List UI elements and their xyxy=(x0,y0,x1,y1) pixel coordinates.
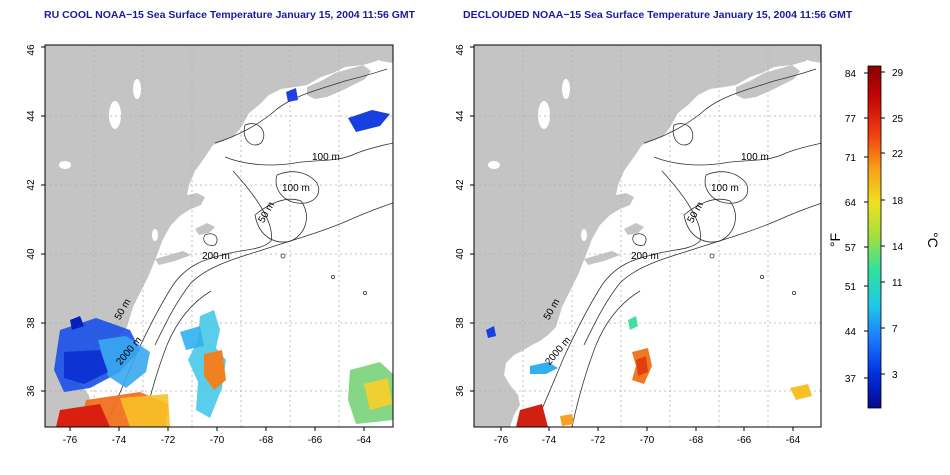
colorbar-f-label: °F xyxy=(827,233,843,247)
x-tick-right: -68 xyxy=(689,435,704,446)
colorbar-c-tick: 18 xyxy=(892,196,904,207)
x-tick-left: -66 xyxy=(308,435,323,446)
contour-label-100m-a: 100 m xyxy=(312,152,340,163)
x-tick-left: -74 xyxy=(112,435,127,446)
sst-patches-left xyxy=(54,88,393,427)
x-axis-right: -76 -74 -72 -70 -68 -66 -64 xyxy=(494,427,801,446)
x-tick-left: -72 xyxy=(161,435,176,446)
x-tick-right: -74 xyxy=(542,435,557,446)
y-tick-right: 42 xyxy=(455,179,466,191)
x-tick-left: -70 xyxy=(210,435,225,446)
y-tick-left: 38 xyxy=(26,317,37,329)
y-tick-left: 46 xyxy=(26,44,37,56)
x-axis-left: -76 -74 -72 -70 -68 -66 -64 xyxy=(63,427,372,446)
colorbar-f-tick: 57 xyxy=(845,243,857,254)
colorbar-c-tick: 7 xyxy=(892,324,898,335)
colorbar-c-ticks: 29 25 22 18 14 11 7 3 xyxy=(881,68,904,381)
contour-label-100m-b: 100 m xyxy=(711,183,739,194)
colorbar-f-tick: 37 xyxy=(845,374,857,385)
x-tick-right: -66 xyxy=(737,435,752,446)
colorbar-c-tick: 3 xyxy=(892,370,898,381)
contour-label-200m: 200 m xyxy=(202,251,230,262)
colorbar-f-tick: 71 xyxy=(845,153,857,164)
map-title-left: RU COOL NOAA−15 Sea Surface Temperature … xyxy=(44,9,416,21)
y-tick-right: 44 xyxy=(455,110,466,122)
colorbar-f-ticks: 84 77 71 64 57 51 44 37 xyxy=(845,69,868,385)
x-tick-right: -70 xyxy=(640,435,655,446)
contour-label-100m-a: 100 m xyxy=(741,152,769,163)
x-tick-right: -64 xyxy=(786,435,801,446)
y-tick-left: 36 xyxy=(26,385,37,397)
colorbar-f-tick: 44 xyxy=(845,327,857,338)
x-tick-right: -72 xyxy=(591,435,606,446)
x-tick-left: -76 xyxy=(63,435,78,446)
colorbar-f-tick: 77 xyxy=(845,114,857,125)
y-tick-right: 36 xyxy=(455,385,466,397)
colorbar-c-label: °C xyxy=(925,232,941,248)
y-tick-left: 40 xyxy=(26,248,37,260)
y-axis-right: 36 38 40 42 44 46 xyxy=(455,44,474,397)
colorbar-c-tick: 22 xyxy=(892,149,904,160)
map-frame-left xyxy=(44,44,394,428)
colorbar-f-tick: 64 xyxy=(845,198,857,209)
y-tick-right: 38 xyxy=(455,317,466,329)
y-tick-left: 42 xyxy=(26,179,37,191)
colorbar-c-tick: 11 xyxy=(892,278,903,289)
colorbar: 84 77 71 64 57 51 44 37 29 25 22 18 14 1… xyxy=(827,65,941,409)
sst-patches-right xyxy=(486,316,812,427)
x-tick-left: -68 xyxy=(259,435,274,446)
map-panel-right: 100 m 100 m 50 m 200 m 50 m 2000 m -76 -… xyxy=(455,44,822,446)
colorbar-c-tick: 14 xyxy=(892,242,904,253)
x-tick-right: -76 xyxy=(494,435,509,446)
y-axis-left: 36 38 40 42 44 46 xyxy=(26,44,45,397)
colorbar-c-tick: 29 xyxy=(892,68,904,79)
colorbar-c-tick: 25 xyxy=(892,114,904,125)
y-tick-right: 40 xyxy=(455,248,466,260)
map-title-right: DECLOUDED NOAA−15 Sea Surface Temperatur… xyxy=(463,9,853,21)
y-tick-right: 46 xyxy=(455,44,466,56)
x-tick-left: -64 xyxy=(357,435,372,446)
colorbar-f-tick: 84 xyxy=(845,69,857,80)
colorbar-f-tick: 51 xyxy=(845,282,857,293)
contour-label-200m: 200 m xyxy=(631,251,659,262)
contour-label-100m-b: 100 m xyxy=(282,183,310,194)
map-panel-left: 100 m 100 m 50 m 200 m 50 m 2000 m -76 -… xyxy=(26,44,394,446)
colorbar-bar xyxy=(867,65,882,409)
y-tick-left: 44 xyxy=(26,110,37,122)
